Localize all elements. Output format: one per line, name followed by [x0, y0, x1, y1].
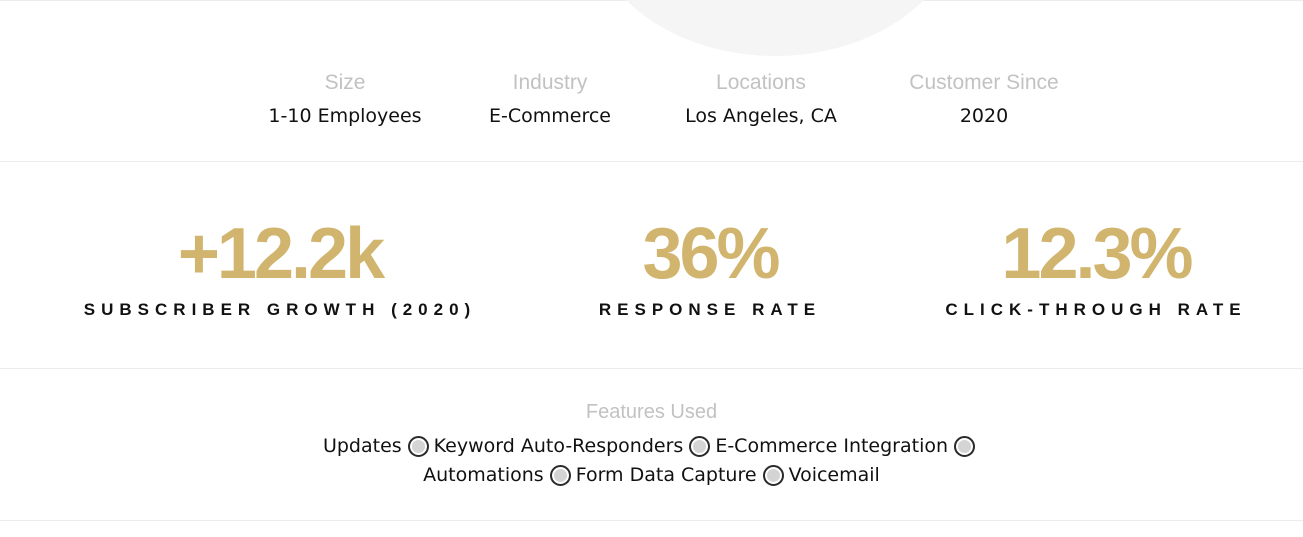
detail-value: 2020 [959, 105, 1009, 127]
section-divider [0, 368, 1303, 369]
detail-label: Customer Since [909, 71, 1059, 94]
stat-caption: RESPONSE RATE [598, 300, 822, 319]
stat-click-through-rate: 12.3% CLICK-THROUGH RATE [945, 212, 1246, 322]
feature-item: Voicemail [788, 464, 880, 486]
detail-label: Industry [512, 71, 588, 94]
stat-response-rate: 36% RESPONSE RATE [599, 212, 821, 322]
detail-label: Size [324, 71, 366, 94]
radio-circle-icon [549, 465, 571, 486]
features-line: Updates Keyword Auto-Responders E-Commerce… [0, 432, 1303, 461]
stat-caption: SUBSCRIBER GROWTH (2020) [83, 300, 477, 319]
feature-item: Keyword Auto-Responders [433, 435, 684, 457]
detail-industry: Industry E-Commerce [489, 68, 611, 133]
decorative-circle [590, 0, 960, 56]
detail-locations: Locations Los Angeles, CA [685, 68, 837, 133]
radio-circle-icon [689, 436, 711, 457]
company-details: Size 1-10 Employees Industry E-Commerce … [0, 68, 1303, 138]
detail-value: E-Commerce [489, 105, 611, 127]
features-list: Updates Keyword Auto-Responders E-Commerce… [0, 432, 1303, 490]
stat-caption: CLICK-THROUGH RATE [945, 300, 1247, 319]
features-line: Automations Form Data Capture Voicemail [0, 461, 1303, 490]
feature-item: Form Data Capture [575, 464, 757, 486]
features-title: Features Used [585, 401, 718, 423]
section-divider [0, 520, 1303, 521]
stat-subscriber-growth: +12.2k SUBSCRIBER GROWTH (2020) [84, 212, 476, 322]
detail-size: Size 1-10 Employees [268, 68, 421, 133]
detail-value: 1-10 Employees [268, 105, 422, 127]
radio-circle-icon [407, 436, 429, 457]
feature-item: Automations [423, 464, 544, 486]
radio-circle-icon [954, 436, 976, 457]
stat-value: 36% [642, 214, 780, 294]
feature-item: Updates [322, 435, 402, 457]
stat-value: 12.3% [1001, 214, 1193, 294]
detail-customer-since: Customer Since 2020 [909, 68, 1058, 133]
detail-label: Locations [716, 71, 806, 94]
section-divider [0, 161, 1303, 162]
feature-item: E-Commerce Integration [715, 435, 949, 457]
detail-value: Los Angeles, CA [685, 105, 837, 127]
stat-value: +12.2k [177, 214, 385, 294]
radio-circle-icon [762, 465, 784, 486]
